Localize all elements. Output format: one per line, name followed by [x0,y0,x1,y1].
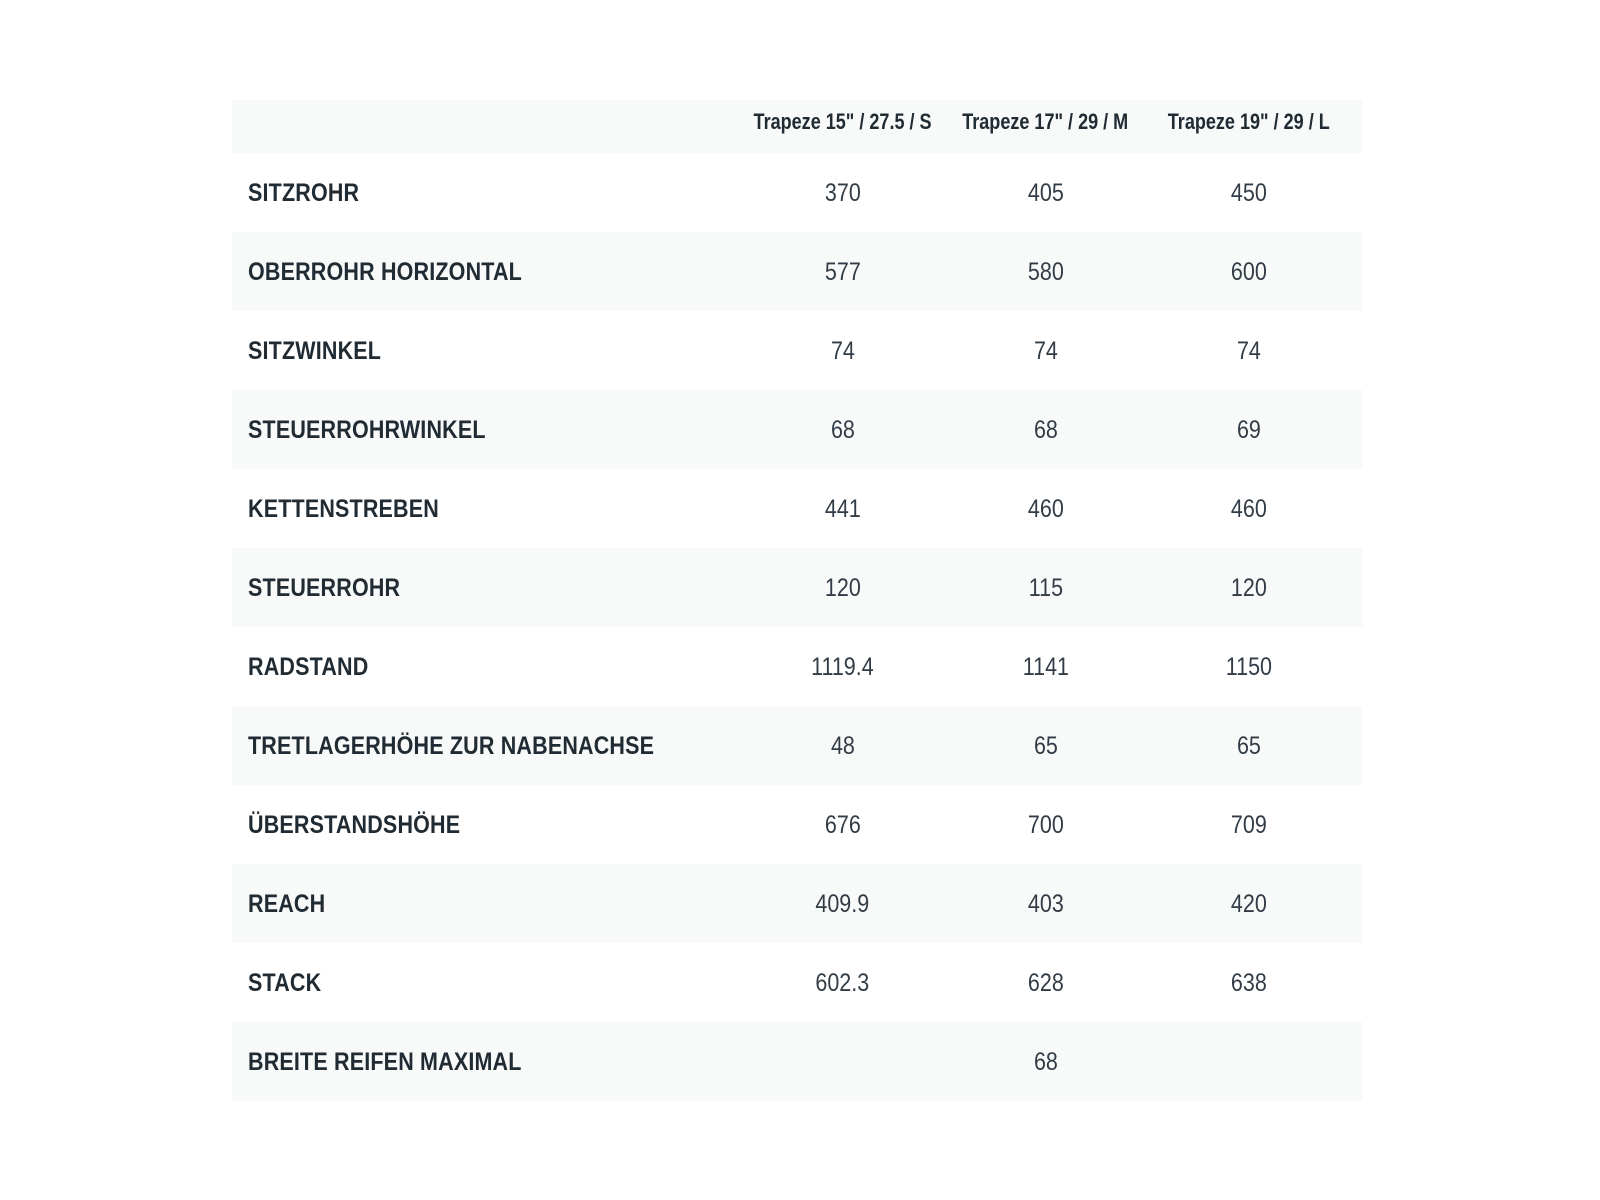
row-value-size-s: 120 [824,573,861,602]
row-value-size-s: 577 [824,257,861,286]
row-value-size-s: 74 [830,336,855,365]
row-value-size-l: 600 [1230,257,1267,286]
row-value-size-s: 441 [824,494,861,523]
row-value-size-m: 403 [1027,889,1064,918]
row-label: SITZROHR [248,178,360,207]
column-header-size-s: Trapeze 15" / 27.5 / S [741,100,944,153]
row-label: REACH [248,889,326,918]
row-label: STACK [248,968,322,997]
row-value-size-m: 65 [1033,731,1058,760]
row-value-size-l: 638 [1230,968,1267,997]
row-value-size-l: 450 [1230,178,1267,207]
geometry-table: Trapeze 15" / 27.5 / S Trapeze 17" / 29 … [232,100,1362,1101]
table-row: SITZWINKEL 74 74 74 [232,311,1362,390]
row-label: BREITE REIFEN MAXIMAL [248,1047,522,1076]
row-value-size-s: 48 [830,731,855,760]
table-row: RADSTAND 1119.4 1141 1150 [232,627,1362,706]
table-body: SITZROHR 370 405 450 OBERROHR HORIZONTAL… [232,153,1362,1101]
table-row: BREITE REIFEN MAXIMAL 68 [232,1022,1362,1101]
row-value-size-l: 74 [1236,336,1261,365]
column-header-size-l: Trapeze 19" / 29 / L [1147,100,1350,153]
row-value-size-m: 1141 [1022,652,1069,681]
column-header-size-m: Trapeze 17" / 29 / M [944,100,1147,153]
row-value-size-s: 1119.4 [811,652,874,681]
table-row: REACH 409.9 403 420 [232,864,1362,943]
row-value-size-l: 120 [1230,573,1267,602]
table-row: STACK 602.3 628 638 [232,943,1362,1022]
column-header-label: Trapeze 19" / 29 / L [1167,109,1330,134]
row-value-size-m: 460 [1027,494,1064,523]
column-header-label: Trapeze 15" / 27.5 / S [753,109,932,134]
row-value-size-l [1147,1022,1350,1101]
row-value-size-s: 602.3 [815,968,870,997]
table-row: OBERROHR HORIZONTAL 577 580 600 [232,232,1362,311]
row-value-size-s: 409.9 [815,889,870,918]
table-row: ÜBERSTANDSHÖHE 676 700 709 [232,785,1362,864]
table-header-row: Trapeze 15" / 27.5 / S Trapeze 17" / 29 … [232,100,1362,153]
table-row: STEUERROHR 120 115 120 [232,548,1362,627]
row-label: RADSTAND [248,652,369,681]
row-value-size-m: 68 [1033,1047,1058,1076]
row-value-size-s [741,1022,944,1101]
row-value-size-l: 709 [1230,810,1267,839]
row-label: TRETLAGERHÖHE ZUR NABENACHSE [248,731,655,760]
header-label-spacer [232,100,741,153]
row-value-size-l: 1150 [1225,652,1272,681]
row-value-size-m: 115 [1028,573,1063,602]
row-value-size-m: 74 [1033,336,1058,365]
row-label: STEUERROHR [248,573,401,602]
table-row: KETTENSTREBEN 441 460 460 [232,469,1362,548]
table-row: TRETLAGERHÖHE ZUR NABENACHSE 48 65 65 [232,706,1362,785]
row-value-size-l: 69 [1236,415,1261,444]
row-value-size-m: 68 [1033,415,1058,444]
row-label: OBERROHR HORIZONTAL [248,257,523,286]
row-value-size-s: 370 [824,178,861,207]
row-label: STEUERROHRWINKEL [248,415,486,444]
row-value-size-l: 420 [1230,889,1267,918]
row-value-size-s: 68 [830,415,855,444]
row-value-size-m: 405 [1027,178,1064,207]
row-label: ÜBERSTANDSHÖHE [248,810,461,839]
table-row: SITZROHR 370 405 450 [232,153,1362,232]
row-value-size-l: 65 [1236,731,1261,760]
table-row: STEUERROHRWINKEL 68 68 69 [232,390,1362,469]
row-value-size-m: 628 [1027,968,1064,997]
row-label: SITZWINKEL [248,336,382,365]
row-value-size-s: 676 [824,810,861,839]
row-label: KETTENSTREBEN [248,494,439,523]
row-value-size-l: 460 [1230,494,1267,523]
row-value-size-m: 700 [1027,810,1064,839]
column-header-label: Trapeze 17" / 29 / M [962,109,1129,134]
row-value-size-m: 580 [1027,257,1064,286]
